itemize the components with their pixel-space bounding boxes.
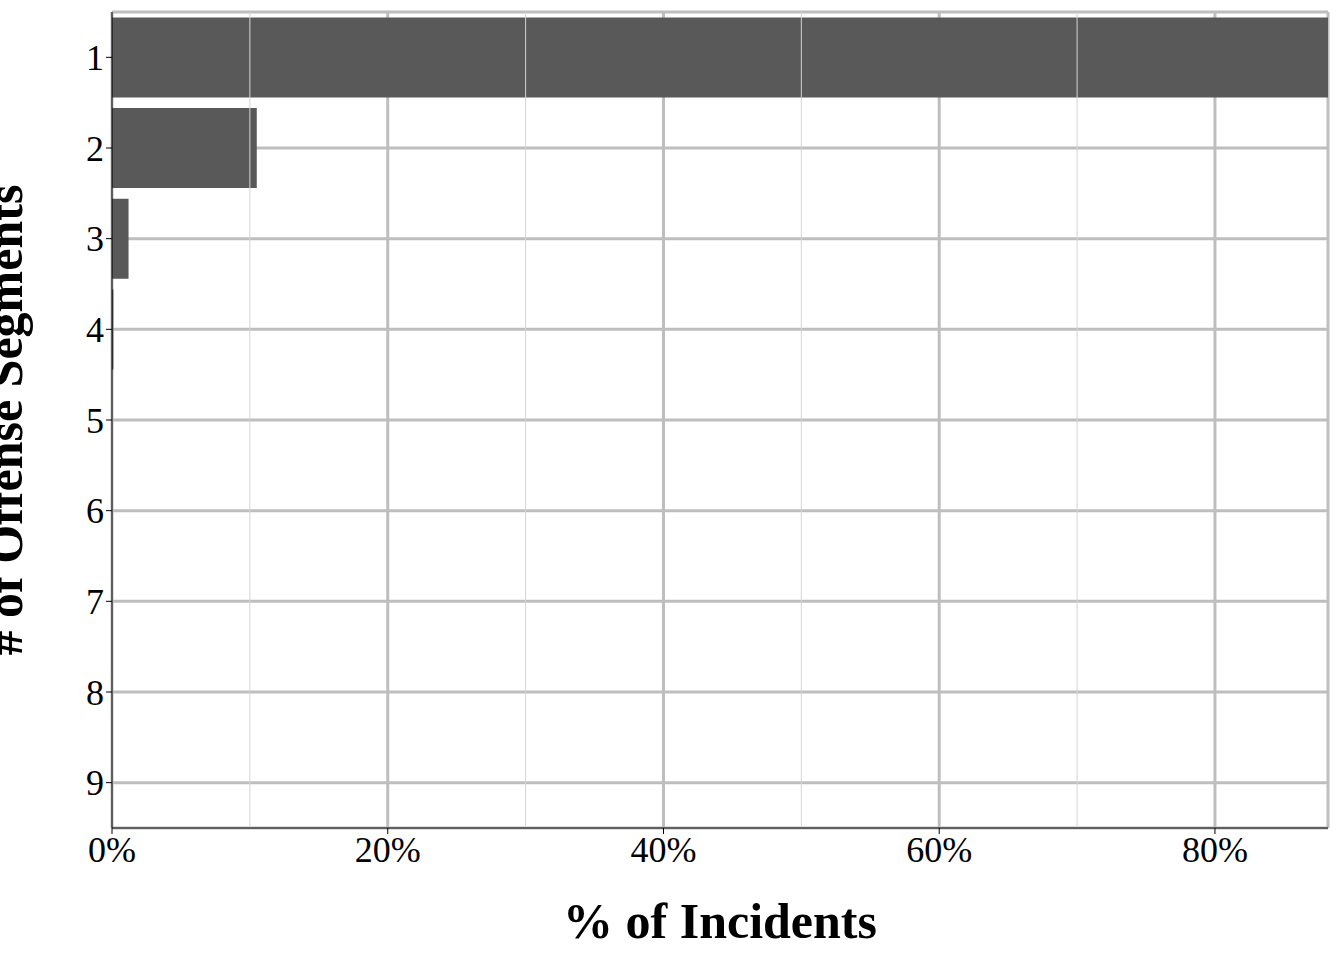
svg-text:# of Offense Segments: # of Offense Segments [8, 185, 33, 656]
svg-text:9: 9 [86, 763, 104, 803]
svg-text:2: 2 [86, 129, 104, 169]
svg-text:6: 6 [86, 491, 104, 531]
svg-text:60%: 60% [906, 830, 972, 870]
svg-text:40%: 40% [630, 830, 696, 870]
svg-text:4: 4 [86, 310, 104, 350]
svg-text:% of Incidents: % of Incidents [563, 893, 877, 949]
svg-text:8: 8 [86, 673, 104, 713]
svg-text:5: 5 [86, 401, 104, 441]
svg-text:1: 1 [86, 38, 104, 78]
svg-text:0%: 0% [88, 830, 136, 870]
svg-text:80%: 80% [1182, 830, 1248, 870]
svg-text:3: 3 [86, 219, 104, 259]
svg-text:7: 7 [86, 582, 104, 622]
svg-text:20%: 20% [355, 830, 421, 870]
